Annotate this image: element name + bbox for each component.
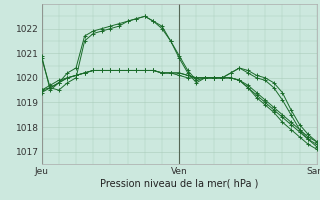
X-axis label: Pression niveau de la mer( hPa ): Pression niveau de la mer( hPa ) [100,179,258,189]
